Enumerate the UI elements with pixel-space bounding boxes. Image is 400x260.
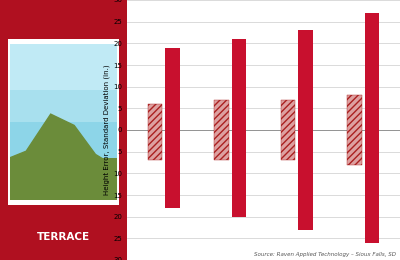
- Bar: [365, 13, 379, 243]
- Bar: [347, 95, 362, 165]
- Bar: [165, 48, 180, 208]
- Text: TERRACE: TERRACE: [37, 232, 90, 242]
- Bar: [117, 39, 119, 205]
- Bar: [232, 39, 246, 217]
- Bar: [10, 42, 117, 90]
- Bar: [10, 158, 117, 203]
- Bar: [10, 42, 117, 203]
- Bar: [8, 200, 119, 205]
- Bar: [298, 30, 313, 230]
- Polygon shape: [10, 114, 117, 203]
- Bar: [10, 42, 117, 122]
- Bar: [214, 100, 229, 160]
- Bar: [281, 100, 296, 160]
- Bar: [8, 39, 10, 205]
- Bar: [8, 39, 119, 44]
- Y-axis label: Height Error, Standard Deviation (in.): Height Error, Standard Deviation (in.): [104, 65, 110, 195]
- Bar: [148, 104, 162, 160]
- Text: Source: Raven Applied Technology – Sioux Falls, SD: Source: Raven Applied Technology – Sioux…: [254, 252, 396, 257]
